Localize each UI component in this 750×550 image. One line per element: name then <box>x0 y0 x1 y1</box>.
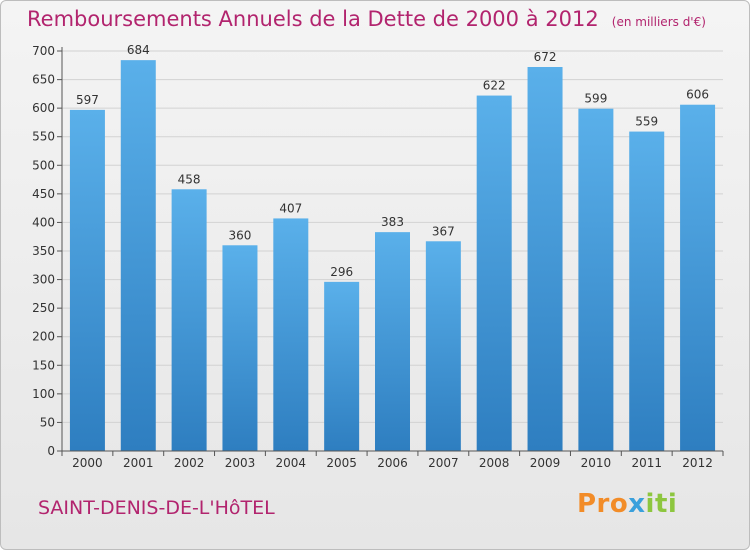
x-tick-label-2009: 2009 <box>530 456 561 470</box>
x-tick-label-2004: 2004 <box>276 456 307 470</box>
bar-2002 <box>171 189 207 452</box>
data-label-2002: 458 <box>178 172 201 186</box>
bars <box>69 60 716 452</box>
x-tick-label-2010: 2010 <box>581 456 612 470</box>
bar-2000 <box>69 109 105 451</box>
data-label-2007: 367 <box>432 224 455 238</box>
data-label-2005: 296 <box>330 265 353 279</box>
x-tick-label-2002: 2002 <box>174 456 205 470</box>
data-label-2010: 599 <box>584 92 607 106</box>
data-label-2009: 672 <box>534 50 557 64</box>
bar-2004 <box>273 218 309 451</box>
chart-title: Remboursements Annuels de la Dette de 20… <box>27 7 599 31</box>
chart-unit: (en milliers d'€) <box>611 15 706 29</box>
x-axis: 2000 2001 2002 2003 2004 2005 2006 2007 2008 2009… <box>61 450 724 470</box>
proxiti-logo[interactable]: Proxiti <box>577 489 677 519</box>
y-axis: 0 50 100 150 200 250 300 350 400 450 500 550 600 650 7… <box>32 44 63 458</box>
bar-2009 <box>527 67 563 451</box>
y-tick-label: 300 <box>32 273 55 287</box>
city-name: SAINT-DENIS-DE-L'HôTEL <box>38 497 275 519</box>
y-tick-label: 650 <box>32 73 55 87</box>
logo-part-2: x <box>628 489 646 519</box>
y-tick-label: 0 <box>47 444 55 458</box>
bar-2006 <box>375 232 410 451</box>
bar-2007 <box>425 241 461 451</box>
y-tick-label: 350 <box>32 244 55 258</box>
logo-part-3: iti <box>645 489 678 519</box>
bar-2012 <box>680 104 716 451</box>
bar-2001 <box>120 60 156 452</box>
x-tick-label-2000: 2000 <box>72 456 103 470</box>
bar-2010 <box>578 108 614 451</box>
y-tick-label: 550 <box>32 130 55 144</box>
bar-2003 <box>222 245 258 451</box>
data-label-2008: 622 <box>483 79 506 93</box>
x-tick-label-2005: 2005 <box>326 456 357 470</box>
x-tick-label-2012: 2012 <box>682 456 713 470</box>
bar-2011 <box>629 131 665 452</box>
y-tick-label: 500 <box>32 158 55 172</box>
x-tick-label-2007: 2007 <box>428 456 459 470</box>
bar-2008 <box>476 95 512 452</box>
y-tick-label: 250 <box>32 301 55 315</box>
chart-title-block: Remboursements Annuels de la Dette de 20… <box>27 7 706 31</box>
x-tick-label-2003: 2003 <box>225 456 256 470</box>
data-label-2000: 597 <box>76 93 99 107</box>
x-tick-label-2006: 2006 <box>377 456 408 470</box>
data-label-2003: 360 <box>229 228 252 242</box>
y-tick-label: 700 <box>32 44 55 58</box>
y-tick-label: 200 <box>32 330 55 344</box>
x-tick-label-2008: 2008 <box>479 456 510 470</box>
bar-2005 <box>324 281 360 451</box>
y-tick-label: 100 <box>32 387 55 401</box>
logo-part-1: Pro <box>577 489 629 519</box>
data-label-2006: 383 <box>381 215 404 229</box>
y-tick-label: 150 <box>32 358 55 372</box>
x-tick-label-2011: 2011 <box>631 456 662 470</box>
y-tick-label: 50 <box>40 415 55 429</box>
data-label-2001: 684 <box>127 43 150 57</box>
x-tick-label-2001: 2001 <box>123 456 154 470</box>
data-label-2011: 559 <box>635 115 658 129</box>
y-tick-label: 450 <box>32 187 55 201</box>
data-labels: 597 684 458 360 407 296 383 367 622 672 599 559 606 <box>76 43 709 279</box>
data-label-2004: 407 <box>279 201 302 215</box>
y-tick-label: 600 <box>32 101 55 115</box>
y-tick-label: 400 <box>32 215 55 229</box>
data-label-2012: 606 <box>686 88 709 102</box>
